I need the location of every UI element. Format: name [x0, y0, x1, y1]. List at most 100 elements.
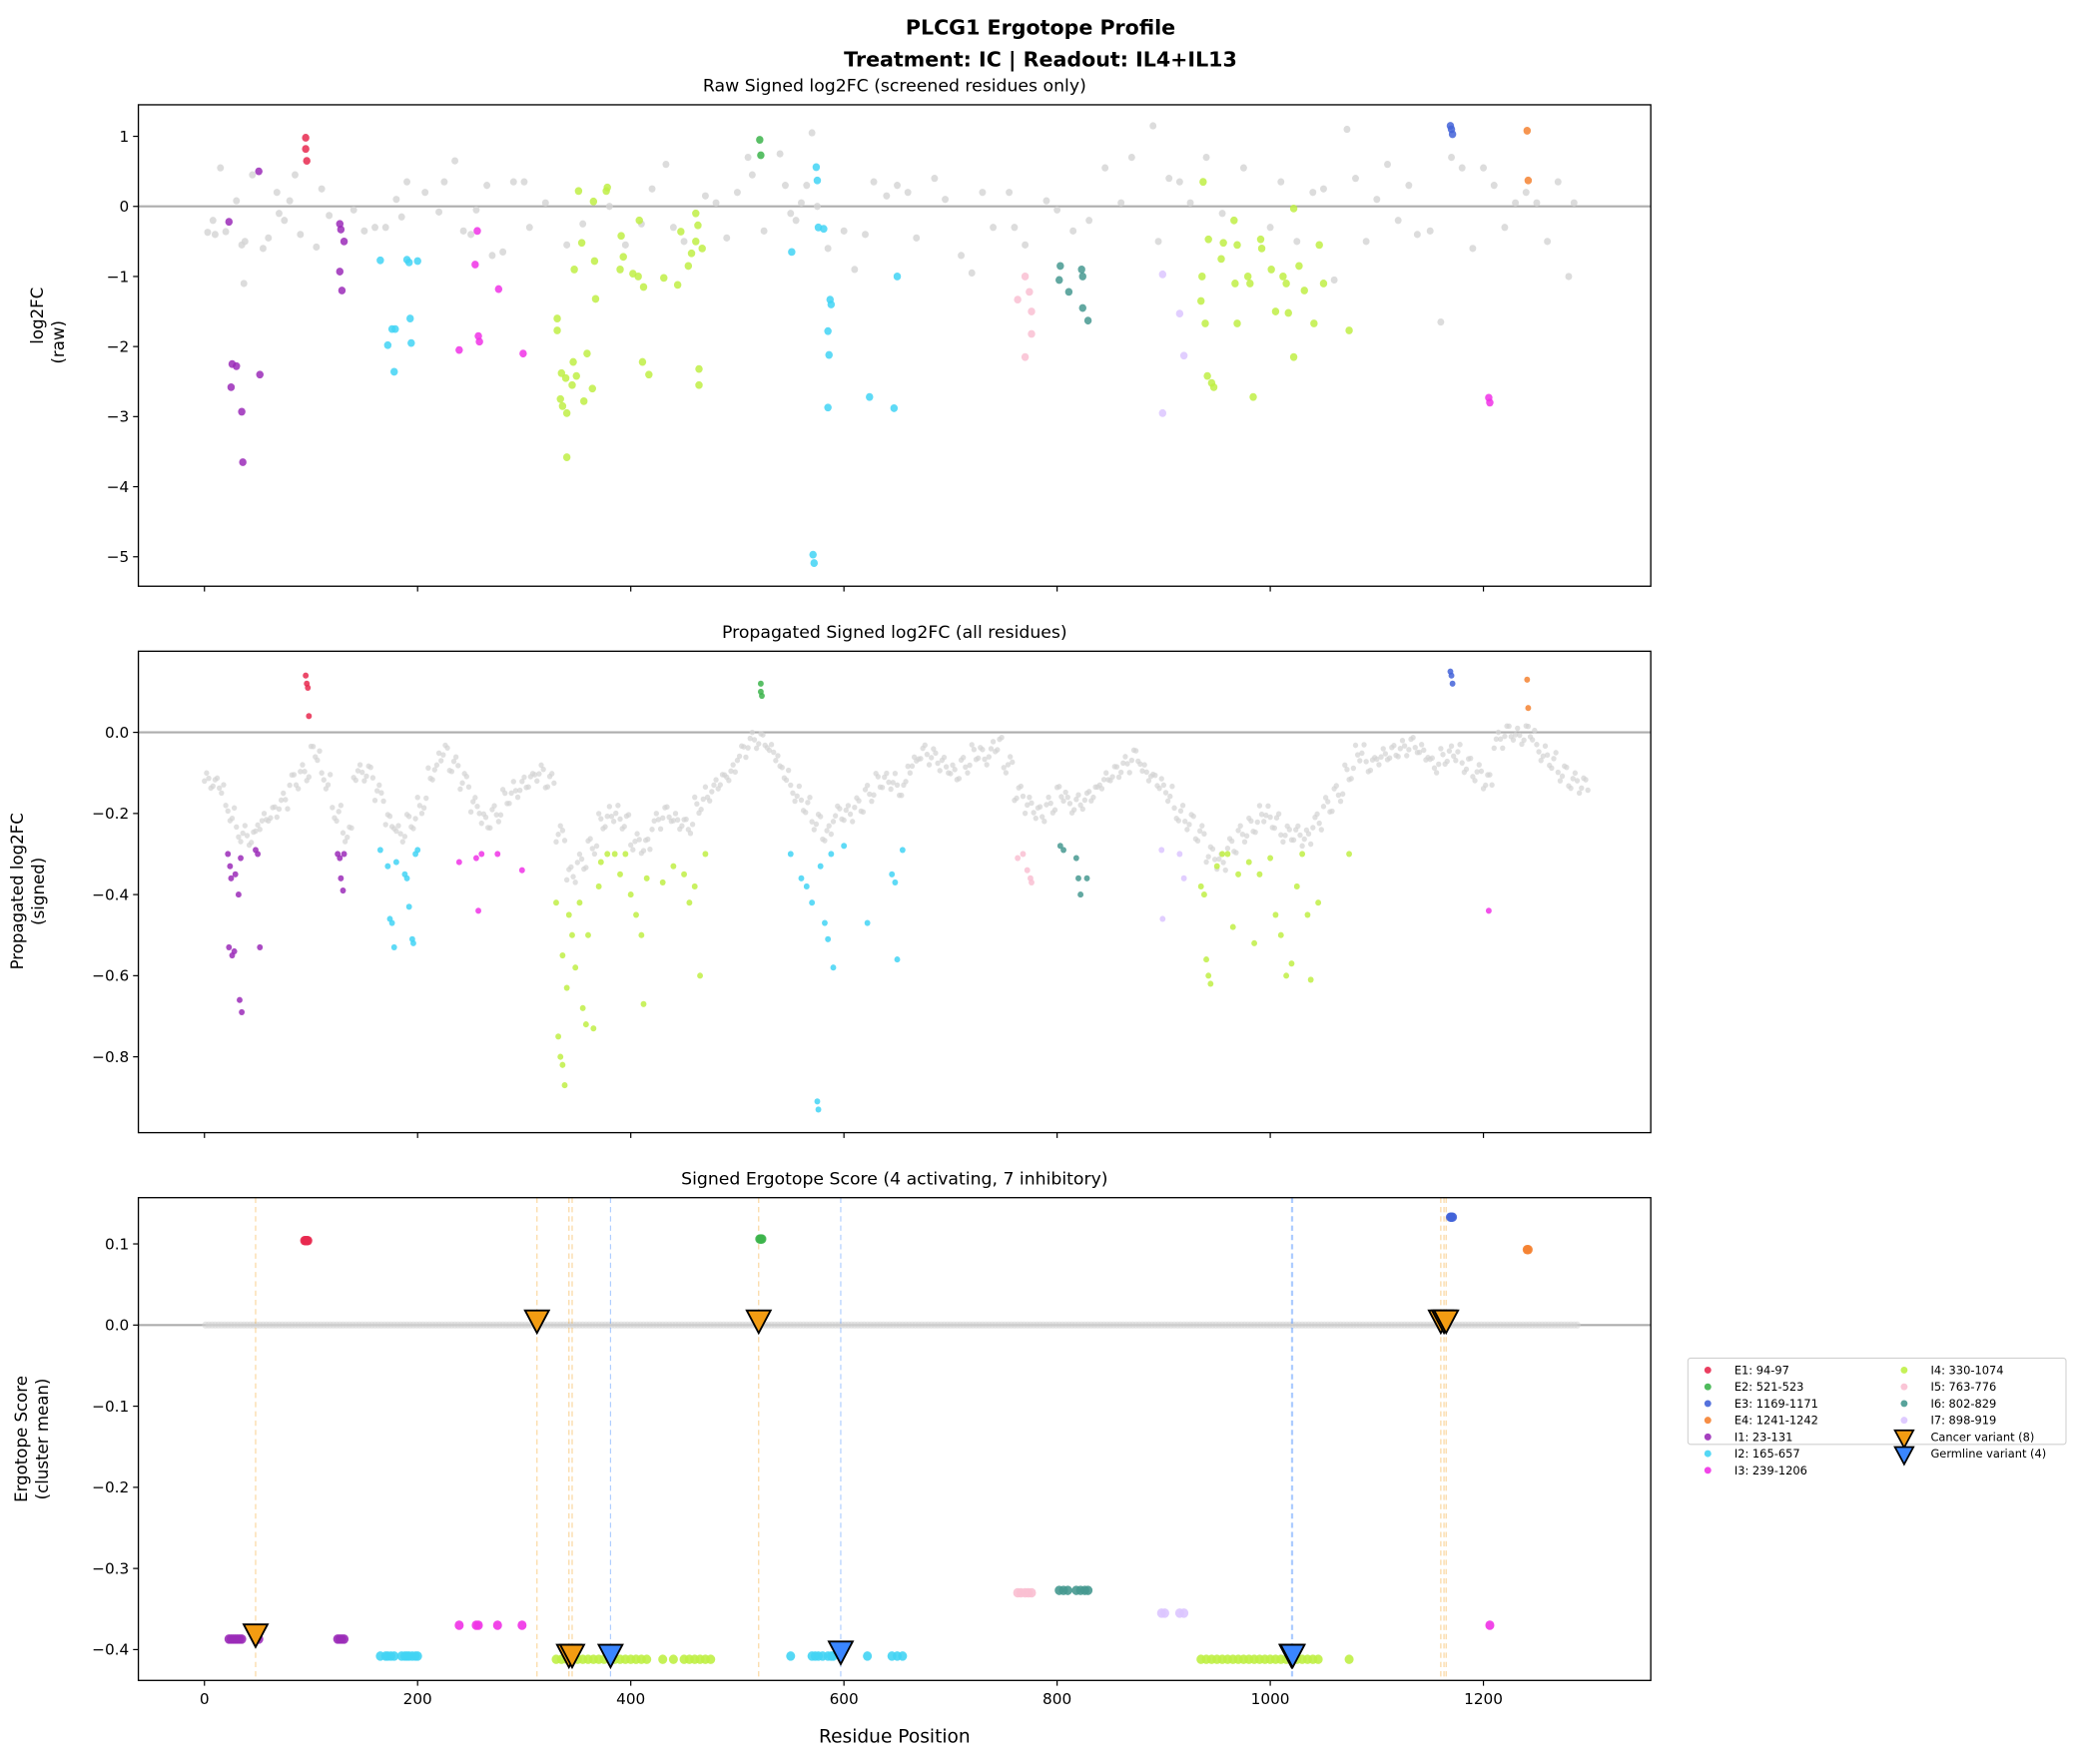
other-residue-point — [653, 811, 659, 817]
cluster-i4-point — [1295, 262, 1303, 271]
cluster-i6-point — [1083, 316, 1092, 325]
other-residue-point — [1149, 122, 1157, 130]
other-residue-point — [1201, 831, 1207, 838]
cluster-i4-point — [568, 380, 576, 389]
other-residue-point — [488, 252, 496, 260]
other-residue-point — [276, 210, 283, 218]
other-residue-point — [297, 231, 305, 239]
cluster-i3-point — [478, 851, 485, 858]
cluster-i2-point — [822, 919, 828, 926]
y-tick-label: −3 — [107, 408, 130, 426]
y-tick-label: 0 — [120, 198, 130, 216]
other-residue-point — [988, 746, 995, 752]
propagated-axes-frame — [137, 650, 1652, 1134]
other-residue-point — [418, 810, 425, 817]
other-residue-point — [702, 784, 709, 791]
cluster-e1-point — [303, 1236, 313, 1246]
cluster-i4-point — [1344, 1654, 1354, 1664]
other-residue-point — [1218, 210, 1226, 218]
other-residue-point — [519, 778, 525, 785]
other-residue-point — [397, 831, 403, 837]
other-residue-point — [589, 846, 595, 852]
legend-label: I6: 802-829 — [1930, 1397, 1996, 1411]
other-residue-point — [452, 754, 459, 761]
cluster-i4-point — [617, 871, 623, 878]
other-residue-point — [1472, 778, 1478, 784]
other-residue-point — [506, 800, 512, 807]
cluster-i2-point — [894, 956, 901, 963]
other-residue-point — [830, 819, 837, 825]
other-residue-point — [467, 231, 475, 239]
other-residue-point — [1394, 217, 1402, 225]
other-residue-point — [1536, 749, 1542, 755]
other-residue-point — [1585, 787, 1591, 794]
other-residue-point — [1156, 785, 1162, 792]
other-residue-point — [845, 803, 852, 809]
other-residue-point — [412, 816, 418, 822]
other-residue-point — [369, 775, 376, 781]
other-residue-point — [378, 790, 384, 797]
i3-marker-icon — [1704, 1467, 1712, 1474]
other-residue-point — [451, 157, 459, 165]
cluster-i1-point — [257, 943, 264, 950]
other-residue-point — [734, 757, 741, 764]
panel-raw-title: Raw Signed log2FC (screened residues onl… — [703, 77, 1086, 97]
other-residue-point — [1060, 798, 1066, 805]
other-residue-point — [604, 813, 610, 820]
cluster-e1-point — [305, 684, 312, 691]
other-residue-point — [1081, 797, 1088, 804]
other-residue-point — [1367, 767, 1374, 774]
other-residue-point — [1533, 199, 1541, 207]
other-residue-point — [1027, 794, 1033, 801]
other-residue-point — [869, 798, 875, 805]
other-residue-point — [421, 189, 429, 197]
other-residue-point — [794, 793, 800, 800]
cluster-i4-point — [1283, 972, 1290, 979]
cluster-i4-point — [1284, 308, 1292, 317]
cluster-i4-point — [673, 281, 682, 290]
other-residue-point — [1457, 742, 1463, 748]
cluster-i4-point — [1233, 319, 1241, 327]
other-residue-point — [683, 816, 689, 823]
cluster-i1-point — [256, 370, 264, 379]
other-residue-point — [744, 153, 752, 162]
other-residue-point — [1426, 227, 1434, 235]
other-residue-point — [990, 224, 998, 232]
cluster-i4-point — [1257, 244, 1266, 253]
cluster-i7-point — [1159, 1608, 1169, 1618]
other-residue-point — [1538, 757, 1544, 764]
other-residue-point — [476, 811, 482, 817]
other-residue-point — [1438, 746, 1444, 752]
cluster-i4-point — [1200, 891, 1207, 898]
other-residue-point — [1453, 757, 1459, 764]
other-residue-point — [864, 782, 871, 789]
other-residue-point — [1216, 856, 1222, 863]
other-residue-point — [549, 771, 555, 777]
other-residue-point — [525, 784, 531, 791]
cluster-i6-point — [1060, 847, 1066, 854]
cluster-i4-point — [1203, 371, 1211, 380]
other-residue-point — [1406, 747, 1412, 753]
y-tick-label: −0.3 — [92, 1559, 129, 1577]
legend-label: I5: 763-776 — [1930, 1380, 1996, 1394]
other-residue-point — [1286, 827, 1292, 833]
other-residue-point — [1478, 768, 1485, 775]
cluster-i4-point — [635, 216, 643, 225]
other-residue-point — [1436, 761, 1442, 768]
other-residue-point — [1295, 823, 1301, 830]
other-residue-point — [660, 815, 666, 822]
other-residue-point — [1574, 778, 1581, 784]
other-residue-point — [563, 241, 571, 249]
other-residue-point — [342, 839, 348, 845]
other-residue-point — [1576, 790, 1583, 797]
legend-frame — [1687, 1357, 2067, 1446]
other-residue-point — [995, 747, 1001, 753]
legend-item-i7: I7: 898-919 — [1900, 1414, 1996, 1428]
cluster-i4-point — [1251, 939, 1258, 946]
other-residue-point — [965, 770, 971, 776]
cluster-i4-point — [1313, 1654, 1323, 1664]
other-residue-point — [1348, 776, 1354, 782]
cluster-i2-point — [813, 176, 822, 185]
legend-item-e4: E4: 1241-1242 — [1704, 1414, 1818, 1428]
other-residue-point — [361, 778, 367, 784]
